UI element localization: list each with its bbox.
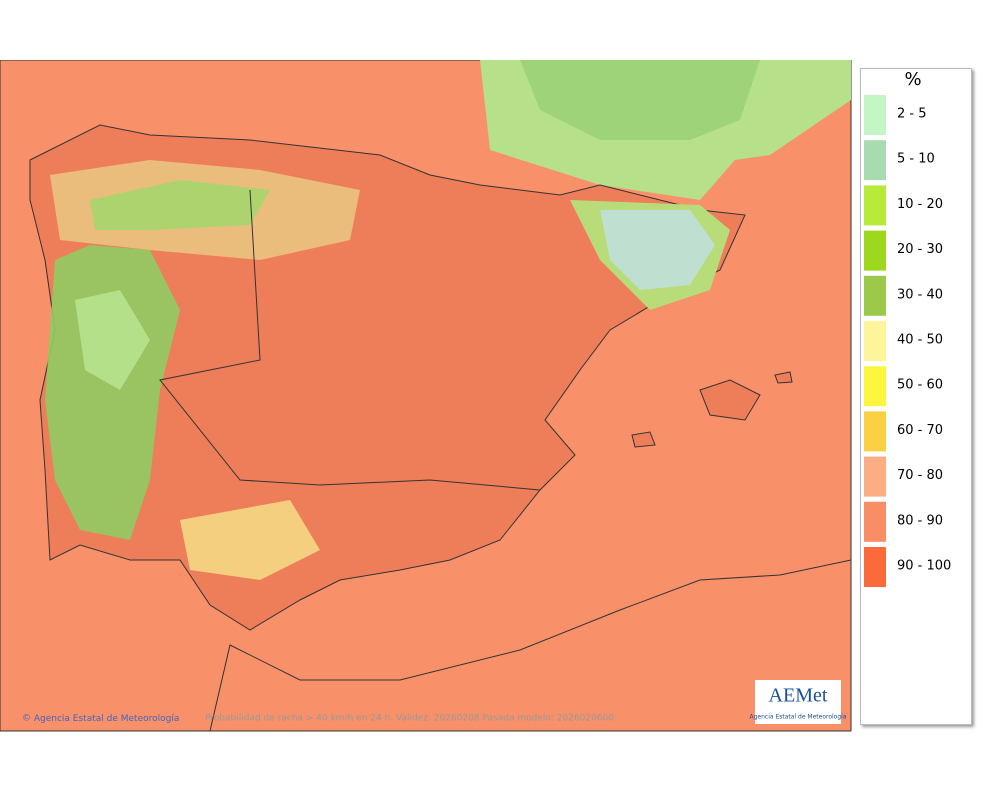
portugal-light [75, 290, 150, 390]
legend-label: 90 - 100 [897, 559, 951, 574]
legend: % 2 - 5 5 - 10 10 - 20 20 - 30 30 - 40 40 - 5… [864, 69, 951, 587]
north-green [90, 180, 270, 230]
legend-label: 70 - 80 [897, 468, 943, 483]
legend-swatch [864, 321, 886, 361]
legend-swatch [864, 275, 886, 316]
legend-swatch [864, 411, 886, 452]
legend-swatch [864, 547, 886, 587]
credit: © Agencia Estatal de Meteorología [22, 714, 179, 724]
legend-label: 2 - 5 [897, 107, 927, 122]
south-yellow [180, 500, 320, 580]
legend-swatch [864, 230, 886, 271]
credit-text: Agencia Estatal de Meteorología [34, 714, 180, 724]
menorca [774, 371, 793, 384]
legend-label: 30 - 40 [897, 287, 943, 302]
legend-label: 60 - 70 [897, 423, 943, 438]
map: © Agencia Estatal de Meteorología Probab… [0, 60, 852, 732]
legend-label: 20 - 30 [897, 242, 943, 257]
legend-label: 50 - 60 [897, 378, 943, 393]
caption: Probabilidad de racha > 40 km/h en 24 h.… [205, 714, 614, 724]
logo-text: Agencia Estatal de Meteorología [750, 714, 847, 721]
legend-swatch [864, 95, 886, 135]
logo-box [755, 680, 841, 724]
legend-label: 80 - 90 [897, 513, 943, 528]
legend-swatch [864, 185, 886, 226]
legend-title: % [904, 69, 921, 90]
legend-swatch [864, 456, 886, 497]
legend-label: 40 - 50 [897, 333, 943, 348]
pyrenees-light [600, 210, 715, 290]
france-inland [520, 60, 760, 140]
mallorca [699, 379, 761, 421]
legend-swatch [864, 140, 886, 181]
region-borders [159, 189, 541, 491]
ibiza [631, 431, 656, 448]
legend-swatch [864, 501, 886, 542]
logo-mark: AEMet [769, 685, 828, 707]
legend-swatch [864, 366, 886, 407]
legend-label: 10 - 20 [897, 197, 943, 212]
africa-coast [209, 559, 852, 732]
legend-label: 5 - 10 [897, 152, 935, 167]
